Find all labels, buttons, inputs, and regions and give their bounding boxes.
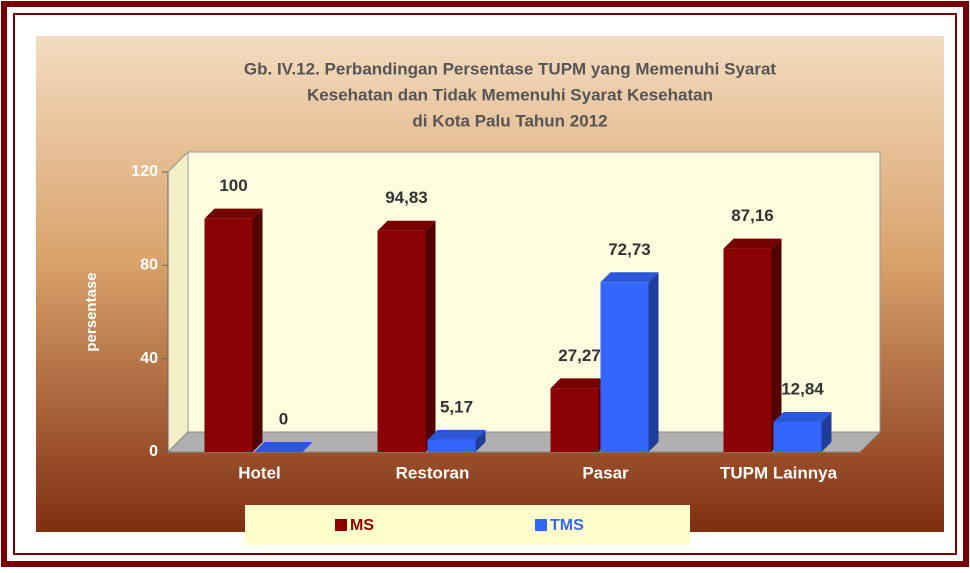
chart-title: Kesehatan dan Tidak Memenuhi Syarat Kese… (307, 85, 713, 104)
y-axis-label: persentase (83, 272, 100, 351)
bar (723, 248, 772, 452)
legend-label: MS (350, 517, 374, 534)
bar-side (771, 238, 782, 452)
bar-top (723, 238, 782, 249)
x-tick-label: TUPM Lainnya (720, 463, 838, 482)
chart-title: Gb. IV.12. Perbandingan Persentase TUPM … (244, 59, 777, 78)
value-label: 0 (279, 409, 288, 428)
x-tick-label: Hotel (238, 463, 281, 482)
x-tick-label: Restoran (396, 463, 470, 482)
bar-side (475, 429, 486, 452)
y-tick-label: 0 (149, 443, 158, 460)
bar-top (550, 378, 609, 389)
bar-side (252, 208, 263, 452)
side-wall (167, 150, 189, 454)
bar (427, 439, 476, 452)
bar (204, 218, 253, 452)
value-label: 72,73 (608, 240, 651, 259)
y-tick-label: 120 (131, 163, 158, 180)
value-label: 27,27 (558, 346, 601, 365)
bar-side (648, 272, 659, 452)
legend (245, 505, 690, 545)
value-label: 12,84 (781, 380, 824, 399)
bar (550, 388, 599, 452)
bar-top (254, 442, 313, 452)
bar-top (427, 429, 486, 440)
bar-side (821, 412, 832, 452)
legend-label: TMS (550, 517, 584, 534)
legend-swatch (535, 519, 547, 531)
bar-top (204, 208, 263, 219)
bar-side (425, 220, 436, 452)
bar-top (773, 412, 832, 423)
bar-top (600, 272, 659, 283)
bar-top (377, 220, 436, 231)
legend-swatch (335, 519, 347, 531)
chart-title: di Kota Palu Tahun 2012 (412, 111, 607, 130)
bar (773, 422, 822, 452)
y-tick-label: 80 (140, 257, 158, 274)
value-label: 100 (219, 176, 247, 195)
inner-border (13, 13, 957, 555)
value-label: 87,16 (731, 206, 774, 225)
value-label: 5,17 (440, 397, 473, 416)
bar (600, 282, 649, 452)
value-label: 94,83 (385, 188, 428, 207)
bar (377, 230, 426, 452)
x-tick-label: Pasar (582, 463, 629, 482)
y-tick-label: 40 (140, 350, 158, 367)
